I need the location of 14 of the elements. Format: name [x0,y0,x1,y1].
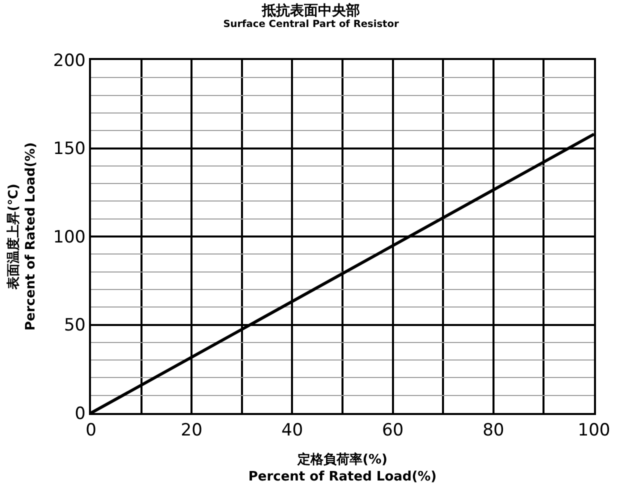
y-tick-label: 200 [53,50,86,71]
x-tick-label: 20 [180,420,202,440]
x-tick-label: 80 [482,420,504,440]
chart-subtitle: Surface Central Part of Resistor [223,19,399,30]
y-tick-label: 150 [53,139,86,160]
x-tick-label: 60 [382,420,404,440]
y-tick-label: 50 [64,316,86,336]
y-tick-label: 100 [53,227,86,248]
x-axis-title: 定格負荷率(%) Percent of Rated Load(%) [248,452,437,484]
x-tick-label: 100 [578,420,610,440]
chart-title: 抵抗表面中央部 [261,2,360,19]
y-axis-title: 表面温度上昇(℃) Percent of Rated Load(%) [6,142,39,331]
x-tick-label: 40 [281,420,304,440]
y-tick-label: 0 [74,404,86,424]
